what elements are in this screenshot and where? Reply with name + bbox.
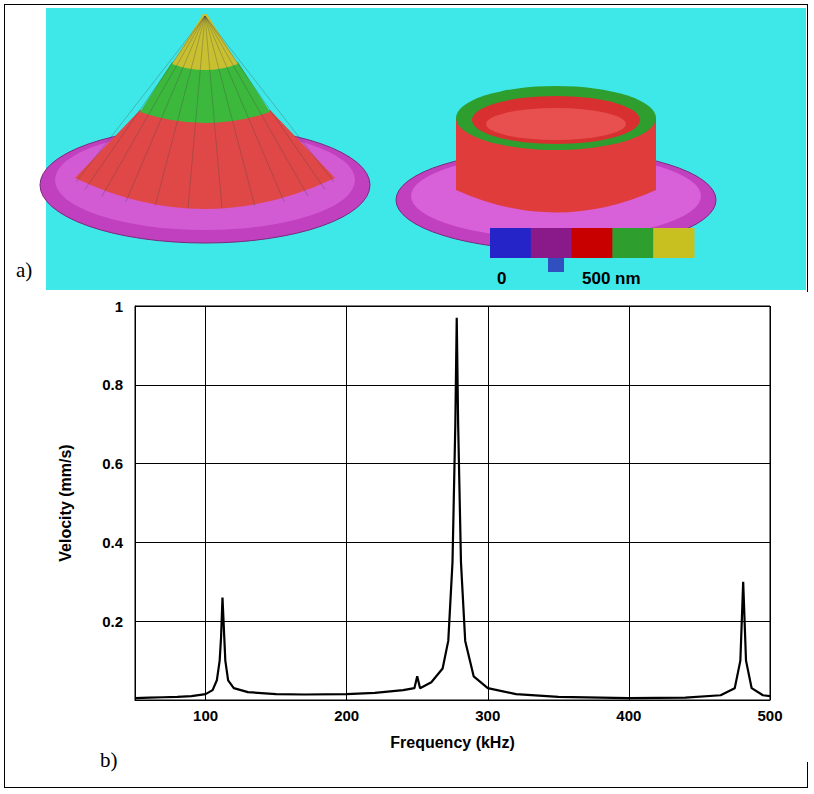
svg-text:0.8: 0.8 (102, 376, 123, 393)
svg-text:500 nm: 500 nm (582, 269, 641, 288)
svg-text:500: 500 (757, 707, 782, 724)
svg-text:Velocity (mm/s): Velocity (mm/s) (57, 444, 74, 561)
svg-text:200: 200 (334, 707, 359, 724)
svg-text:1: 1 (115, 298, 123, 315)
html-text:a): a) (16, 258, 33, 282)
svg-text:100: 100 (193, 707, 218, 724)
svg-text:300: 300 (475, 707, 500, 724)
svg-text:0: 0 (497, 269, 506, 288)
svg-text:0.2: 0.2 (102, 613, 123, 630)
svg-text:0.6: 0.6 (102, 455, 123, 472)
svg-text:0.4: 0.4 (102, 534, 124, 551)
html-text:b): b) (100, 748, 118, 772)
svg-text:400: 400 (616, 707, 641, 724)
svg-text:Frequency (kHz): Frequency (kHz) (390, 734, 514, 751)
